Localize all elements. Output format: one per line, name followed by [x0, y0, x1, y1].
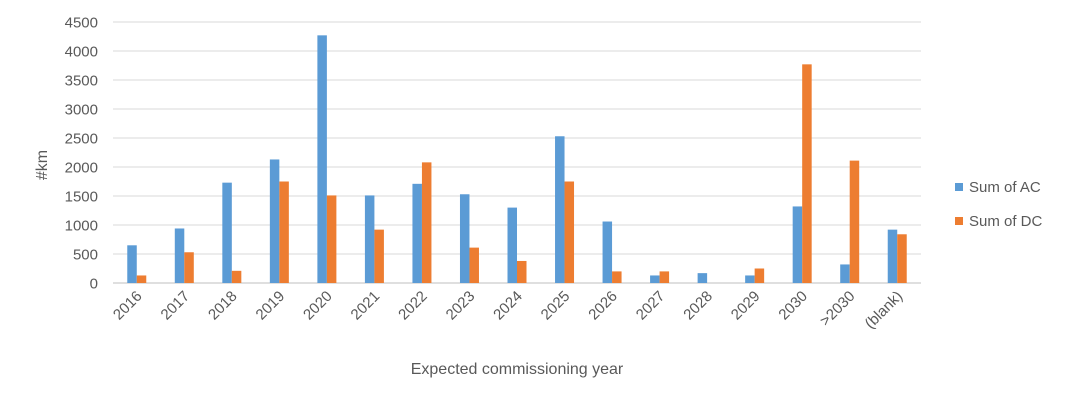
legend-label-ac: Sum of AC: [969, 178, 1041, 196]
bar-ac-2025: [555, 136, 565, 283]
bar-ac->2030: [840, 264, 850, 283]
bar-dc-2016: [136, 275, 147, 283]
x-tick-label: (blank): [862, 288, 906, 332]
bar-ac-2030: [792, 206, 803, 283]
bar-ac-2024: [507, 207, 517, 283]
bar-dc-2030: [802, 64, 812, 283]
x-tick-label: 2024: [490, 288, 526, 324]
x-tick-label: 2022: [395, 288, 431, 324]
x-tick-label: 2016: [110, 288, 146, 324]
x-tick-label: 2023: [443, 288, 479, 324]
bar-dc-2023: [469, 247, 479, 283]
x-tick-label: 2026: [585, 288, 621, 324]
x-tick-label: 2019: [253, 288, 289, 324]
bar-ac-2017: [174, 228, 185, 283]
y-tick-label: 0: [90, 276, 98, 293]
legend: Sum of AC Sum of DC: [955, 176, 1042, 244]
bar-ac-2023: [459, 194, 470, 283]
y-tick-label: 4000: [65, 44, 98, 61]
bar-dc-(blank): [897, 234, 907, 283]
bar-dc->2030: [849, 160, 860, 283]
x-tick-label: >2030: [817, 288, 859, 330]
x-tick-label: 2018: [205, 288, 241, 324]
y-axis-label: #km: [34, 150, 51, 180]
bar-ac-2022: [412, 183, 422, 283]
y-tick-label: 3000: [65, 102, 98, 119]
bar-dc-2027: [659, 271, 670, 283]
x-tick-label: 2021: [348, 288, 384, 324]
bars: [127, 35, 907, 284]
legend-swatch-dc: [955, 217, 963, 225]
x-tick-label: 2027: [633, 288, 669, 324]
y-tick-label: 4500: [65, 15, 98, 32]
bar-dc-2020: [326, 195, 337, 283]
x-tick-label: 2025: [538, 288, 574, 324]
bar-dc-2021: [374, 229, 384, 283]
legend-label-dc: Sum of DC: [969, 212, 1043, 230]
x-tick-label: 2017: [158, 288, 194, 324]
y-tick-label: 3500: [65, 73, 98, 90]
y-tick-label: 500: [73, 247, 98, 264]
bar-ac-2021: [364, 195, 375, 283]
legend-swatch-ac: [955, 183, 963, 191]
bar-ac-2026: [602, 221, 613, 283]
y-tick-label: 1500: [65, 189, 98, 206]
bar-ac-2029: [745, 275, 755, 283]
gridlines: [113, 21, 921, 284]
bar-ac-2028: [697, 273, 708, 283]
bar-ac-2020: [317, 35, 327, 284]
bar-dc-2025: [564, 181, 575, 283]
bar-dc-2026: [612, 271, 622, 283]
x-axis-label: Expected commissioning year: [411, 361, 624, 378]
bar-dc-2024: [517, 260, 527, 283]
bar-dc-2017: [184, 252, 194, 283]
bar-ac-2016: [127, 245, 137, 283]
y-tick-label: 1000: [65, 218, 98, 235]
bar-ac-2018: [222, 182, 232, 283]
y-axis-ticks: 0 500 1000 1500 2000 2500 3000 3500 4000 4500: [65, 15, 98, 293]
bar-dc-2018: [231, 270, 242, 283]
bar-dc-2022: [421, 162, 432, 283]
bar-dc-2029: [754, 268, 765, 283]
x-tick-label: 2029: [728, 288, 764, 324]
bar-ac-2019: [269, 159, 280, 283]
x-axis-ticks: 2016 2017 2018 2019 2020 2021 2022 2023 2024 2025…: [110, 288, 906, 332]
x-tick-label: 2028: [680, 288, 716, 324]
x-tick-label: 2020: [300, 288, 336, 324]
bar-dc-2019: [279, 181, 289, 283]
y-tick-label: 2000: [65, 160, 98, 177]
x-tick-label: 2030: [775, 288, 811, 324]
bar-ac-(blank): [887, 229, 898, 283]
y-tick-label: 2500: [65, 131, 98, 148]
legend-item-dc: Sum of DC: [955, 210, 1042, 232]
bar-ac-2027: [650, 275, 660, 283]
legend-item-ac: Sum of AC: [955, 176, 1042, 198]
